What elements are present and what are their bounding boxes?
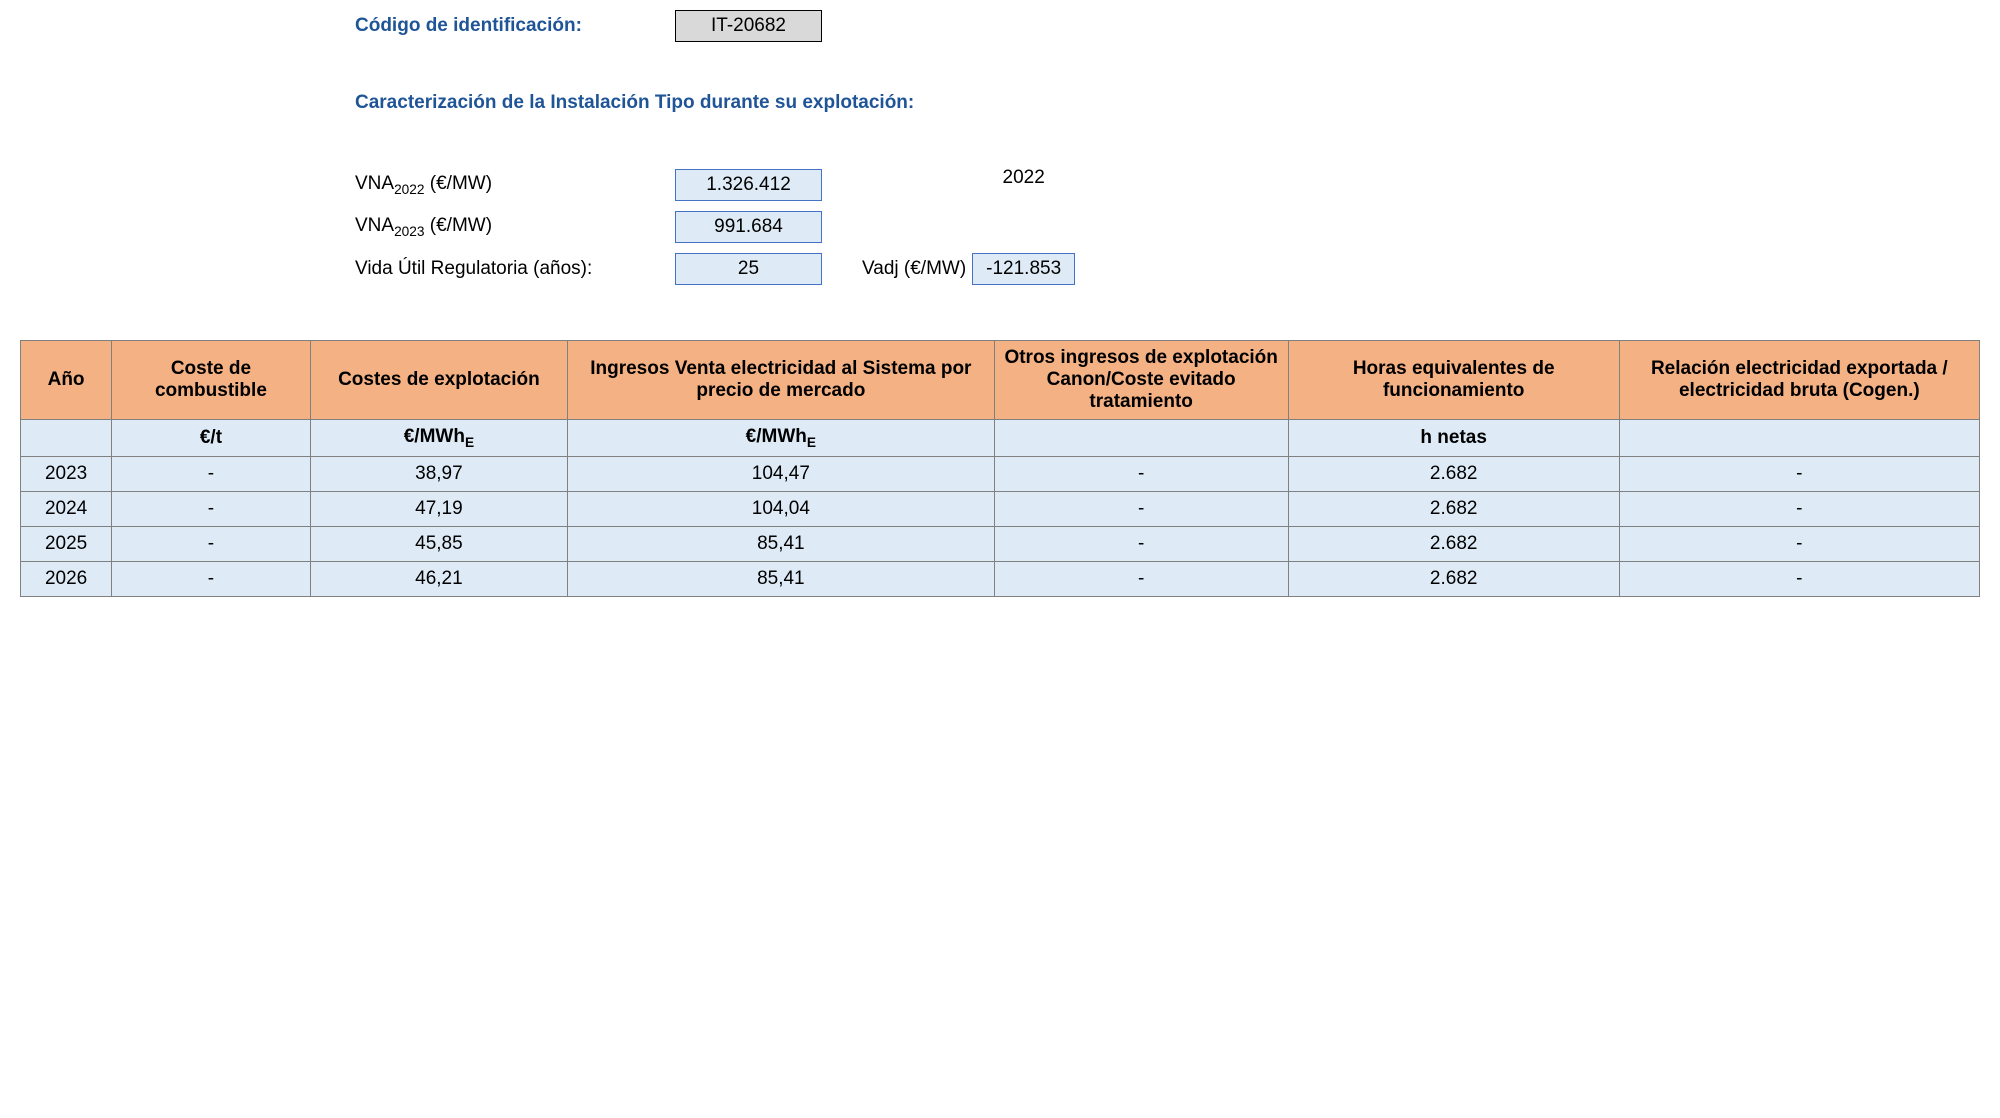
vadj-group: Vadj (€/MW) -121.853: [862, 253, 1075, 285]
table-row: 2026-46,2185,41-2.682-: [21, 561, 1980, 596]
unit-ratio: [1619, 420, 1979, 457]
unit-opex-sub: E: [465, 435, 474, 450]
cell-opex: 45,85: [310, 526, 567, 561]
th-sales: Ingresos Venta electricidad al Sistema p…: [568, 341, 995, 420]
cell-opex: 47,19: [310, 491, 567, 526]
unit-year: [21, 420, 112, 457]
vadj-year: 2022: [1003, 167, 1045, 189]
cell-fuel: -: [112, 491, 311, 526]
vna2022-sub: 2022: [394, 182, 424, 197]
cell-year: 2023: [21, 456, 112, 491]
vna2023-row: VNA2023 (€/MW) 991.684 Vadj (€/MW) -121.…: [355, 211, 1980, 243]
table-header-row: Año Coste de combustible Costes de explo…: [21, 341, 1980, 420]
cell-other: -: [994, 561, 1288, 596]
id-value-box: IT-20682: [675, 10, 822, 42]
vna2022-label: VNA2022 (€/MW): [355, 173, 675, 197]
table-row: 2023-38,97104,47-2.682-: [21, 456, 1980, 491]
unit-hours: h netas: [1288, 420, 1619, 457]
parameters-section: VNA2022 (€/MW) 1.326.412 VNA2023 (€/MW) …: [355, 169, 1980, 285]
cell-fuel: -: [112, 561, 311, 596]
cell-hours: 2.682: [1288, 491, 1619, 526]
data-table: Año Coste de combustible Costes de explo…: [20, 340, 1980, 597]
table-row: 2024-47,19104,04-2.682-: [21, 491, 1980, 526]
vna2023-sub: 2023: [394, 224, 424, 239]
vadj-year-wrap: -121.853 2022: [972, 211, 1075, 243]
id-row: Código de identificación: IT-20682: [355, 10, 1980, 42]
cell-ratio: -: [1619, 526, 1979, 561]
cell-other: -: [994, 526, 1288, 561]
th-ratio: Relación electricidad exportada / electr…: [1619, 341, 1979, 420]
vida-value: 25: [675, 253, 822, 285]
cell-sales: 85,41: [568, 561, 995, 596]
cell-sales: 85,41: [568, 526, 995, 561]
vida-label: Vida Útil Regulatoria (años):: [355, 258, 675, 280]
unit-fuel: €/t: [112, 420, 311, 457]
cell-year: 2025: [21, 526, 112, 561]
th-fuel: Coste de combustible: [112, 341, 311, 420]
cell-other: -: [994, 491, 1288, 526]
header-section: Código de identificación: IT-20682 Carac…: [355, 10, 1980, 114]
cell-fuel: -: [112, 526, 311, 561]
id-label: Código de identificación:: [355, 15, 675, 37]
section-title: Caracterización de la Instalación Tipo d…: [355, 92, 1980, 114]
vna2023-pre: VNA: [355, 215, 394, 236]
vna2022-post: (€/MW): [425, 173, 493, 194]
cell-ratio: -: [1619, 491, 1979, 526]
unit-sales: €/MWhE: [568, 420, 995, 457]
cell-hours: 2.682: [1288, 456, 1619, 491]
vna2022-value: 1.326.412: [675, 169, 822, 201]
cell-sales: 104,47: [568, 456, 995, 491]
vna2023-label: VNA2023 (€/MW): [355, 215, 675, 239]
cell-sales: 104,04: [568, 491, 995, 526]
vida-row: Vida Útil Regulatoria (años): 25 Vadj (€…: [355, 253, 1980, 285]
unit-opex-pre: €/MWh: [404, 426, 465, 447]
cell-hours: 2.682: [1288, 561, 1619, 596]
vna2022-row: VNA2022 (€/MW) 1.326.412: [355, 169, 1980, 201]
vadj-label: Vadj (€/MW): [862, 258, 966, 280]
cell-year: 2026: [21, 561, 112, 596]
cell-ratio: -: [1619, 456, 1979, 491]
table-body: €/t €/MWhE €/MWhE h netas 2023-38,97104,…: [21, 420, 1980, 597]
cell-hours: 2.682: [1288, 526, 1619, 561]
cell-opex: 46,21: [310, 561, 567, 596]
cell-ratio: -: [1619, 561, 1979, 596]
th-opex: Costes de explotación: [310, 341, 567, 420]
vna2022-pre: VNA: [355, 173, 394, 194]
vadj-year-slot: Vadj (€/MW) -121.853 2022: [862, 211, 1075, 243]
table-row: 2025-45,8585,41-2.682-: [21, 526, 1980, 561]
th-year: Año: [21, 341, 112, 420]
unit-sales-sub: E: [807, 435, 816, 450]
cell-fuel: -: [112, 456, 311, 491]
vna2023-post: (€/MW): [425, 215, 493, 236]
cell-other: -: [994, 456, 1288, 491]
th-hours: Horas equivalentes de funcionamiento: [1288, 341, 1619, 420]
th-other: Otros ingresos de explotación Canon/Cost…: [994, 341, 1288, 420]
unit-sales-pre: €/MWh: [746, 426, 807, 447]
cell-year: 2024: [21, 491, 112, 526]
unit-other: [994, 420, 1288, 457]
vna2023-value: 991.684: [675, 211, 822, 243]
unit-opex: €/MWhE: [310, 420, 567, 457]
vadj-value: -121.853: [972, 253, 1075, 285]
unit-row: €/t €/MWhE €/MWhE h netas: [21, 420, 1980, 457]
cell-opex: 38,97: [310, 456, 567, 491]
